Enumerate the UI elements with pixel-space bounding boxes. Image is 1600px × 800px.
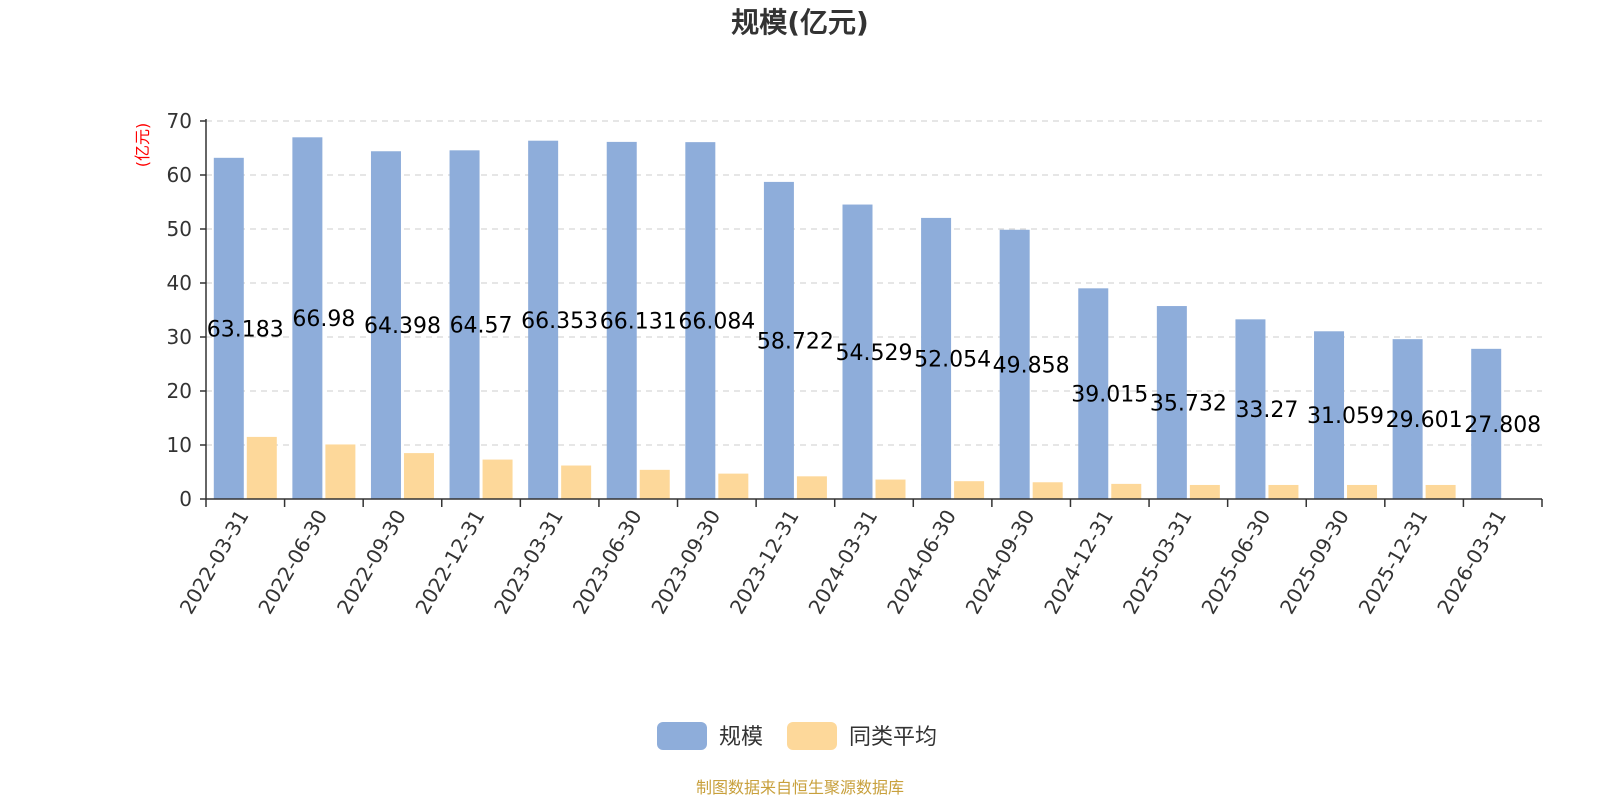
y-tick-label: 70 bbox=[167, 109, 192, 133]
bar-scale bbox=[999, 229, 1030, 500]
legend-label[interactable]: 同类平均 bbox=[849, 725, 937, 750]
x-tick-label: 2024-12-31 bbox=[1039, 506, 1118, 619]
x-tick-label: 2025-12-31 bbox=[1354, 506, 1433, 619]
legend-swatch[interactable] bbox=[657, 722, 707, 750]
x-tick-label: 2024-06-30 bbox=[882, 506, 961, 619]
bar-scale bbox=[763, 181, 794, 500]
x-tick-label: 2023-06-30 bbox=[568, 506, 647, 619]
bar-peer-average bbox=[482, 459, 513, 499]
x-tick-label: 2026-03-31 bbox=[1432, 506, 1511, 619]
data-label: 66.353 bbox=[521, 309, 598, 334]
data-label: 29.601 bbox=[1386, 408, 1463, 433]
bar-scale bbox=[1235, 319, 1266, 499]
bar-scale bbox=[449, 150, 480, 499]
bar-scale bbox=[1078, 288, 1109, 499]
bar-peer-average bbox=[1347, 484, 1378, 499]
bar-peer-average bbox=[796, 476, 827, 499]
data-label: 27.808 bbox=[1464, 413, 1541, 438]
data-label: 66.98 bbox=[292, 307, 355, 332]
data-label: 63.183 bbox=[207, 317, 284, 342]
bar-scale bbox=[1156, 306, 1187, 499]
bar-peer-average bbox=[1268, 484, 1299, 499]
bar-peer-average bbox=[1425, 484, 1456, 499]
bar-scale bbox=[842, 204, 873, 499]
data-label: 31.059 bbox=[1307, 404, 1384, 429]
data-label: 49.858 bbox=[993, 353, 1070, 378]
bar-peer-average bbox=[325, 444, 356, 499]
bar-scale bbox=[1471, 348, 1502, 499]
bar-peer-average bbox=[246, 436, 277, 499]
bar-scale bbox=[1392, 339, 1423, 499]
y-axis-unit-label: (亿元) bbox=[133, 123, 152, 168]
bar-scale bbox=[370, 151, 401, 499]
x-tick-label: 2025-09-30 bbox=[1275, 506, 1354, 619]
y-tick-label: 0 bbox=[179, 487, 192, 511]
bar-scale bbox=[213, 157, 244, 499]
data-label: 66.131 bbox=[600, 309, 677, 334]
data-label: 39.015 bbox=[1071, 383, 1148, 408]
x-tick-label: 2024-03-31 bbox=[803, 506, 882, 619]
bar-scale bbox=[292, 137, 323, 500]
bar-scale bbox=[1314, 331, 1345, 499]
data-labels: 63.183 66.98 64.398 64.57 66.353 66.131 66.084… bbox=[207, 307, 1541, 438]
x-axis: 2022-03-31 2022-06-30 2022-09-30 2022-12-31… bbox=[175, 498, 1543, 619]
legend[interactable]: 规模 同类平均 bbox=[657, 722, 937, 750]
bar-scale bbox=[685, 142, 716, 499]
source-note: 制图数据来自恒生聚源数据库 bbox=[696, 778, 904, 797]
data-label: 52.054 bbox=[914, 347, 991, 372]
x-tick-label: 2023-09-30 bbox=[646, 506, 725, 619]
bar-peer-average bbox=[561, 465, 592, 499]
x-tick-label: 2022-12-31 bbox=[410, 506, 489, 619]
y-tick-label: 40 bbox=[167, 271, 192, 295]
bar-peer-average bbox=[718, 473, 749, 499]
bar-peer-average bbox=[1111, 483, 1142, 499]
x-tick-label: 2023-12-31 bbox=[725, 506, 804, 619]
legend-label[interactable]: 规模 bbox=[719, 725, 763, 750]
bar-peer-average bbox=[403, 453, 434, 499]
bar-peer-average bbox=[639, 469, 670, 499]
data-label: 66.084 bbox=[678, 310, 755, 335]
chart-title: 规模(亿元) bbox=[731, 6, 869, 39]
x-tick-label: 2025-06-30 bbox=[1196, 506, 1275, 619]
y-tick-label: 10 bbox=[167, 433, 192, 457]
bar-scale bbox=[528, 140, 559, 500]
y-tick-label: 30 bbox=[167, 325, 192, 349]
y-tick-label: 50 bbox=[167, 217, 192, 241]
y-axis: 0 10 20 30 40 50 60 70 bbox=[167, 109, 207, 511]
bar-scale bbox=[606, 141, 637, 500]
bar-peer-average bbox=[1032, 482, 1063, 499]
data-label: 64.57 bbox=[450, 314, 513, 339]
bar-peer-average bbox=[1189, 484, 1220, 499]
x-tick-label: 2025-03-31 bbox=[1118, 506, 1197, 619]
x-tick-label: 2022-06-30 bbox=[253, 506, 332, 619]
bar-peer-average bbox=[875, 479, 906, 499]
data-label: 54.529 bbox=[836, 341, 913, 366]
x-tick-label: 2022-09-30 bbox=[332, 506, 411, 619]
data-label: 58.722 bbox=[757, 329, 834, 354]
y-tick-label: 20 bbox=[167, 379, 192, 403]
x-tick-label: 2022-03-31 bbox=[175, 506, 254, 619]
data-label: 35.732 bbox=[1150, 392, 1227, 417]
y-tick-label: 60 bbox=[167, 163, 192, 187]
bars bbox=[213, 137, 1502, 500]
bar-peer-average bbox=[954, 481, 985, 499]
x-tick-label: 2023-03-31 bbox=[489, 506, 568, 619]
x-tick-label: 2024-09-30 bbox=[961, 506, 1040, 619]
data-label: 64.398 bbox=[364, 314, 441, 339]
bar-scale bbox=[921, 217, 952, 500]
legend-swatch[interactable] bbox=[787, 722, 837, 750]
data-label: 33.27 bbox=[1235, 398, 1298, 423]
